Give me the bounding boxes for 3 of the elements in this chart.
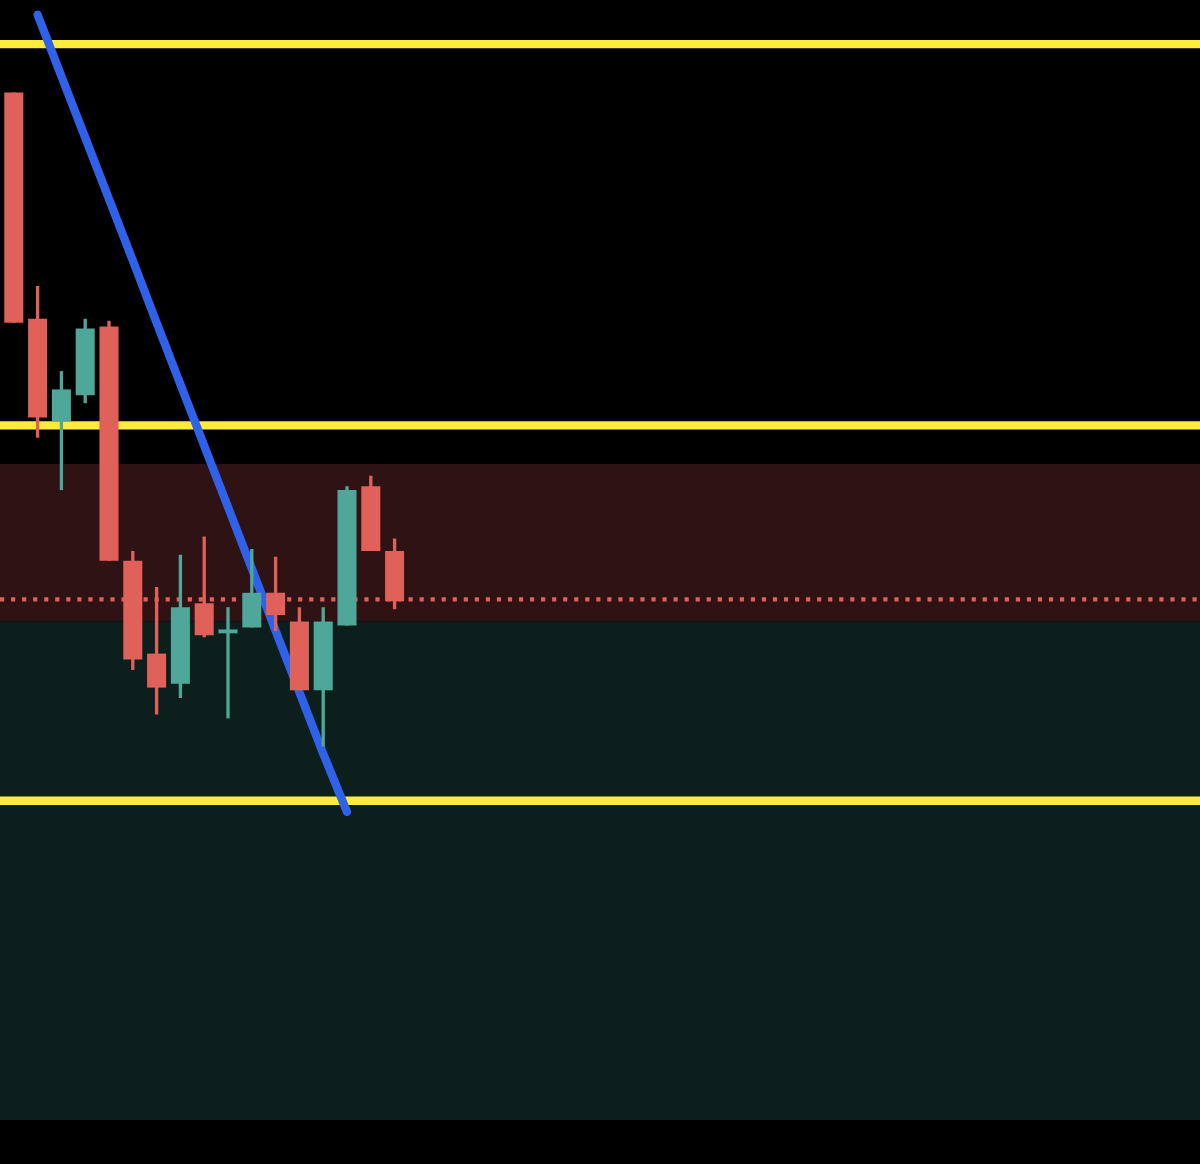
candlestick — [242, 547, 262, 630]
candlestick — [218, 605, 238, 721]
candlestick — [51, 369, 71, 492]
